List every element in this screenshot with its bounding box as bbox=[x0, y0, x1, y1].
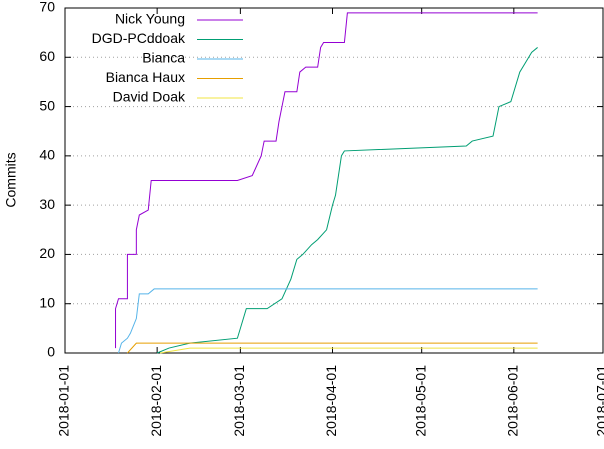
legend-label: Bianca bbox=[142, 50, 185, 66]
series-line bbox=[127, 342, 538, 354]
legend-label: Bianca Haux bbox=[106, 69, 185, 85]
y-tick-label: 20 bbox=[39, 245, 55, 261]
y-tick-label: 40 bbox=[39, 147, 55, 163]
legend-label: Nick Young bbox=[115, 11, 185, 27]
x-tick-label: 2018-04-01 bbox=[323, 365, 339, 437]
y-tick-label: 70 bbox=[39, 0, 55, 15]
y-tick-label: 30 bbox=[39, 196, 55, 212]
legend-label: David Doak bbox=[113, 89, 186, 105]
x-tick-label: 2018-05-01 bbox=[412, 365, 428, 437]
y-axis-label: Commits bbox=[3, 152, 19, 207]
series-line bbox=[156, 47, 538, 354]
x-tick-label: 2018-06-01 bbox=[505, 365, 521, 437]
x-tick-label: 2018-01-01 bbox=[56, 365, 72, 437]
plot-frame bbox=[64, 7, 604, 354]
series-line bbox=[160, 347, 538, 354]
y-tick-label: 50 bbox=[39, 97, 55, 113]
series-line bbox=[118, 288, 538, 354]
x-tick-label: 2018-02-01 bbox=[148, 365, 164, 437]
y-tick-label: 10 bbox=[39, 294, 55, 310]
y-tick-label: 0 bbox=[47, 344, 55, 360]
y-tick-label: 60 bbox=[39, 48, 55, 64]
legend-label: DGD-PCddoak bbox=[92, 30, 186, 46]
series-line bbox=[115, 12, 538, 349]
x-tick-label: 2018-03-01 bbox=[231, 365, 247, 437]
x-tick-label: 2018-07-01 bbox=[594, 365, 604, 437]
